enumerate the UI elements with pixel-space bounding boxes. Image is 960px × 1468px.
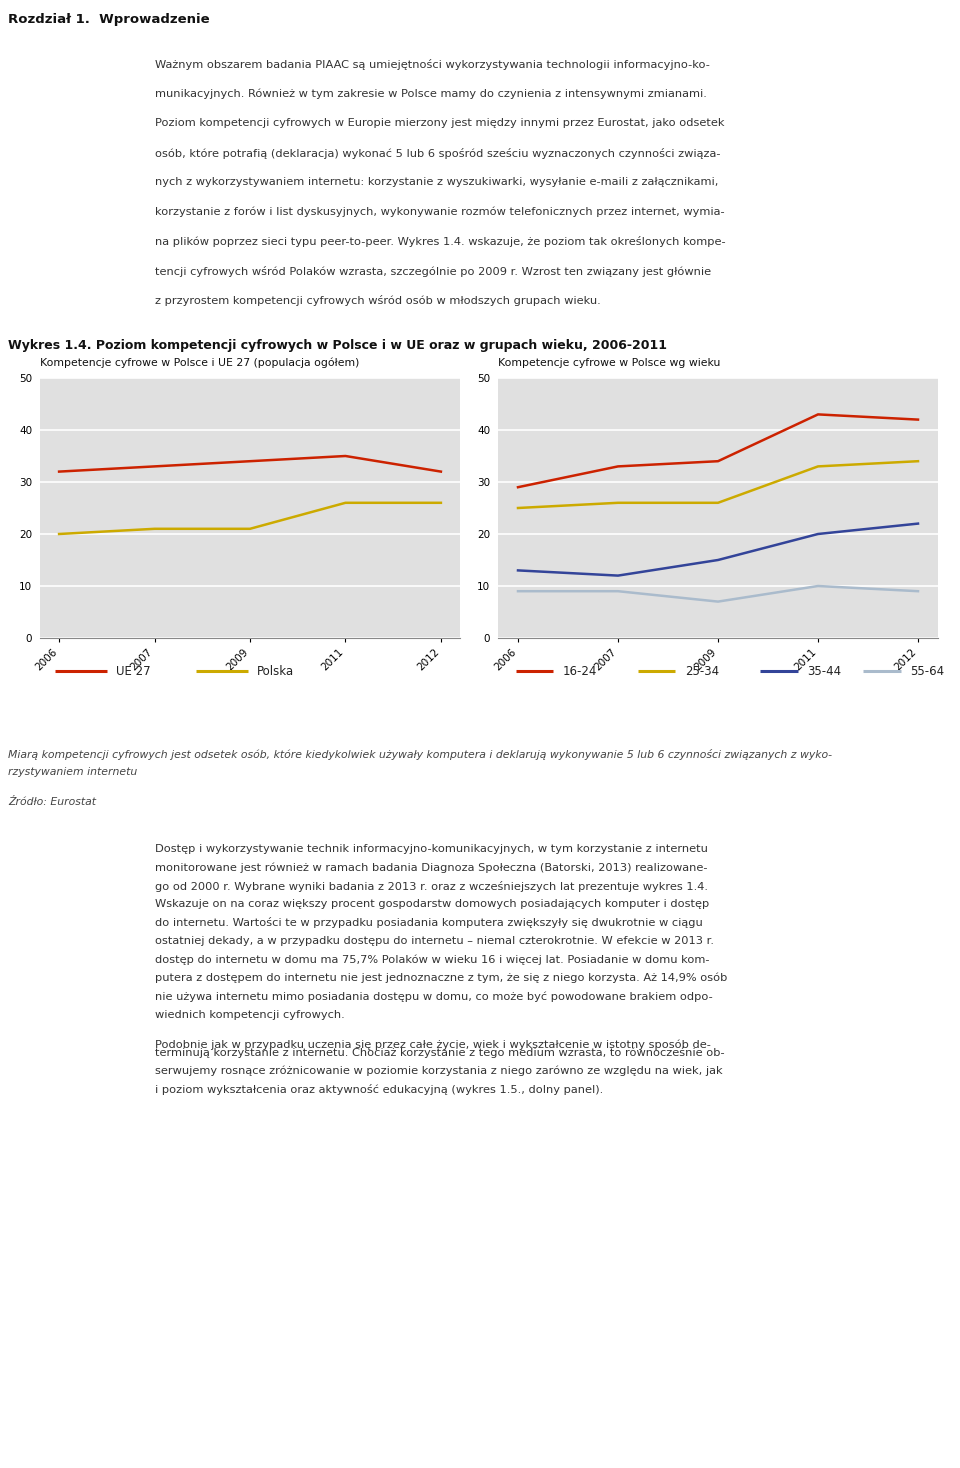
Text: Miarą kompetencji cyfrowych jest odsetek osób, które kiedykolwiek używały komput: Miarą kompetencji cyfrowych jest odsetek… bbox=[8, 749, 832, 760]
Text: na plików poprzez sieci typu peer-to-peer. Wykres 1.4. wskazuje, że poziom tak o: na plików poprzez sieci typu peer-to-pee… bbox=[155, 236, 726, 247]
Text: wiednich kompetencji cyfrowych.: wiednich kompetencji cyfrowych. bbox=[155, 1010, 345, 1020]
Text: go od 2000 r. Wybrane wyniki badania z 2013 r. oraz z wcześniejszych lat prezent: go od 2000 r. Wybrane wyniki badania z 2… bbox=[155, 881, 708, 891]
Text: korzystanie z forów i list dyskusyjnych, wykonywanie rozmów telefonicznych przez: korzystanie z forów i list dyskusyjnych,… bbox=[155, 207, 725, 217]
Text: 35-44: 35-44 bbox=[807, 665, 841, 678]
Text: 16-24: 16-24 bbox=[563, 665, 597, 678]
Text: Dostęp i wykorzystywanie technik informacyjno-komunikacyjnych, w tym korzystanie: Dostęp i wykorzystywanie technik informa… bbox=[155, 844, 708, 854]
Text: Wskazuje on na coraz większy procent gospodarstw domowych posiadających komputer: Wskazuje on na coraz większy procent gos… bbox=[155, 898, 709, 909]
Text: nie używa internetu mimo posiadania dostępu w domu, co może być powodowane braki: nie używa internetu mimo posiadania dost… bbox=[155, 991, 712, 1001]
Text: 19: 19 bbox=[903, 1442, 923, 1455]
Text: Podobnie jak w przypadku uczenia się przez całe życie, wiek i wykształcenie w is: Podobnie jak w przypadku uczenia się prz… bbox=[155, 1039, 710, 1050]
Text: 25-34: 25-34 bbox=[684, 665, 719, 678]
Text: Ważnym obszarem badania PIAAC są umiejętności wykorzystywania technologii inform: Ważnym obszarem badania PIAAC są umiejęt… bbox=[155, 59, 709, 70]
Text: tencji cyfrowych wśród Polaków wzrasta, szczególnie po 2009 r. Wzrost ten związa: tencji cyfrowych wśród Polaków wzrasta, … bbox=[155, 266, 711, 276]
Text: Poziom kompetencji cyfrowych w Europie mierzony jest między innymi przez Eurosta: Poziom kompetencji cyfrowych w Europie m… bbox=[155, 119, 725, 128]
Text: Kompetencje cyfrowe w Polsce i UE 27 (populacja ogółem): Kompetencje cyfrowe w Polsce i UE 27 (po… bbox=[40, 357, 359, 367]
Text: nych z wykorzystywaniem internetu: korzystanie z wyszukiwarki, wysyłanie e-maili: nych z wykorzystywaniem internetu: korzy… bbox=[155, 178, 718, 188]
Text: UE 27: UE 27 bbox=[116, 665, 151, 678]
Text: putera z dostępem do internetu nie jest jednoznaczne z tym, że się z niego korzy: putera z dostępem do internetu nie jest … bbox=[155, 973, 728, 984]
Text: munikacyjnych. Również w tym zakresie w Polsce mamy do czynienia z intensywnymi : munikacyjnych. Również w tym zakresie w … bbox=[155, 90, 707, 100]
Text: rzystywaniem internetu: rzystywaniem internetu bbox=[8, 766, 137, 777]
Text: Kompetencje cyfrowe w Polsce wg wieku: Kompetencje cyfrowe w Polsce wg wieku bbox=[498, 358, 720, 367]
Text: Wykres 1.4. Poziom kompetencji cyfrowych w Polsce i w UE oraz w grupach wieku, 2: Wykres 1.4. Poziom kompetencji cyfrowych… bbox=[8, 339, 667, 352]
Text: serwujemy rosnące zróżnicowanie w poziomie korzystania z niego zarówno ze względ: serwujemy rosnące zróżnicowanie w poziom… bbox=[155, 1066, 723, 1076]
Text: terminują korzystanie z internetu. Chociaż korzystanie z tego medium wzrasta, to: terminują korzystanie z internetu. Choci… bbox=[155, 1047, 725, 1057]
Text: osób, które potrafią (deklaracja) wykonać 5 lub 6 spośród sześciu wyznaczonych c: osób, które potrafią (deklaracja) wykona… bbox=[155, 148, 721, 159]
Text: i poziom wykształcenia oraz aktywność edukacyjną (wykres 1.5., dolny panel).: i poziom wykształcenia oraz aktywność ed… bbox=[155, 1083, 603, 1095]
Text: 55-64: 55-64 bbox=[910, 665, 945, 678]
Text: monitorowane jest również w ramach badania Diagnoza Społeczna (Batorski, 2013) r: monitorowane jest również w ramach badan… bbox=[155, 862, 708, 872]
Text: do internetu. Wartości te w przypadku posiadania komputera zwiększyły się dwukro: do internetu. Wartości te w przypadku po… bbox=[155, 918, 703, 928]
Text: z przyrostem kompetencji cyfrowych wśród osób w młodszych grupach wieku.: z przyrostem kompetencji cyfrowych wśród… bbox=[155, 295, 601, 305]
Text: Rozdział 1.  Wprowadzenie: Rozdział 1. Wprowadzenie bbox=[8, 13, 209, 25]
Text: dostęp do internetu w domu ma 75,7% Polaków w wieku 16 i więcej lat. Posiadanie : dostęp do internetu w domu ma 75,7% Pola… bbox=[155, 954, 709, 964]
Text: Polska: Polska bbox=[257, 665, 294, 678]
Text: ostatniej dekady, a w przypadku dostępu do internetu – niemal czterokrotnie. W e: ostatniej dekady, a w przypadku dostępu … bbox=[155, 937, 714, 945]
Text: Źródło: Eurostat: Źródło: Eurostat bbox=[8, 797, 96, 807]
